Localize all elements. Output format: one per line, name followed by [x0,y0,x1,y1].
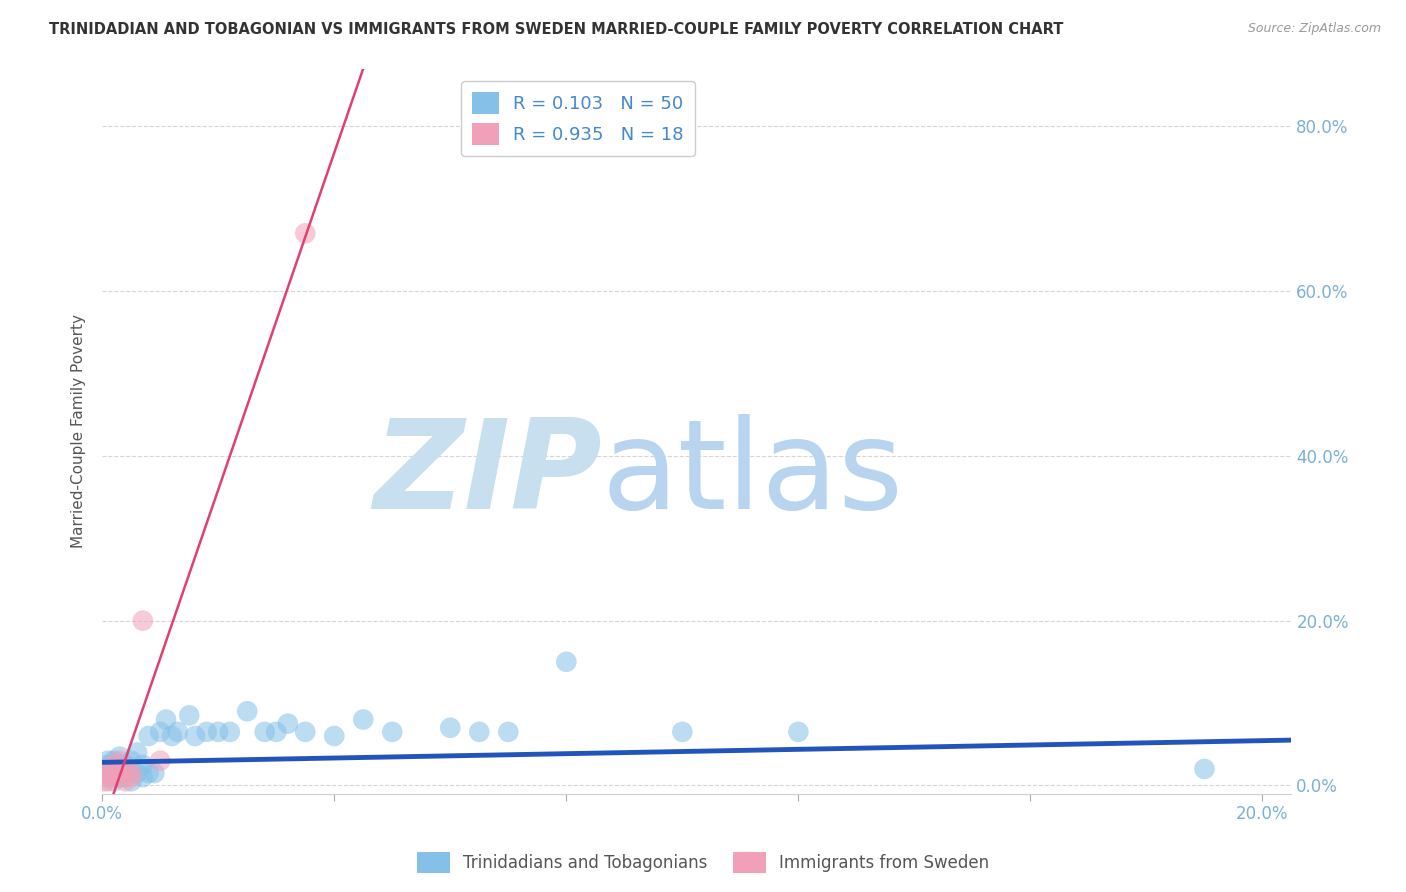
Point [155,713,177,727]
Point [381,724,404,739]
Point [114,766,136,780]
Point [114,770,136,784]
Point [120,770,142,784]
Point [103,770,125,784]
Point [97,762,120,776]
Point [179,708,201,723]
Text: TRINIDADIAN AND TOBAGONIAN VS IMMIGRANTS FROM SWEDEN MARRIED-COUPLE FAMILY POVER: TRINIDADIAN AND TOBAGONIAN VS IMMIGRANTS… [49,22,1063,37]
Point [132,757,155,772]
Point [160,729,183,743]
Point [114,762,136,776]
Point [555,655,578,669]
Point [184,729,207,743]
Point [97,766,120,780]
Point [103,754,125,768]
Point [138,729,160,743]
Point [97,757,120,772]
Point [264,724,287,739]
Point [195,724,218,739]
Point [120,774,142,789]
Point [671,724,693,739]
Point [143,766,166,780]
Point [138,766,160,780]
Point [498,724,520,739]
Point [120,754,142,768]
Point [97,774,120,789]
Point [236,704,259,718]
Point [132,614,155,628]
Point [103,770,125,784]
Point [103,766,125,780]
Point [103,762,125,776]
Point [125,746,148,760]
Point [114,757,136,772]
Legend: Trinidadians and Tobagonians, Immigrants from Sweden: Trinidadians and Tobagonians, Immigrants… [411,846,995,880]
Point [207,724,229,739]
Point [108,770,131,784]
Text: Source: ZipAtlas.com: Source: ZipAtlas.com [1247,22,1381,36]
Point [277,716,299,731]
Point [108,762,131,776]
Point [439,721,461,735]
Point [93,774,115,789]
Point [132,770,155,784]
Point [1194,762,1216,776]
Legend: R = 0.103   N = 50, R = 0.935   N = 18: R = 0.103 N = 50, R = 0.935 N = 18 [461,81,695,156]
Point [294,724,316,739]
Point [120,762,142,776]
Point [323,729,346,743]
Point [253,724,276,739]
Point [94,770,117,784]
Point [149,754,172,768]
Point [103,774,125,789]
Point [114,774,136,789]
Point [108,770,131,784]
Point [97,766,120,780]
Point [108,749,131,764]
Point [125,766,148,780]
Point [294,227,316,241]
Text: atlas: atlas [602,414,904,535]
Point [468,724,491,739]
Point [108,754,131,768]
Point [166,724,188,739]
Y-axis label: Married-Couple Family Poverty: Married-Couple Family Poverty [72,314,86,548]
Point [352,713,374,727]
Point [100,770,122,784]
Point [97,754,120,768]
Point [149,724,172,739]
Point [94,762,117,776]
Point [218,724,240,739]
Point [787,724,810,739]
Point [108,766,131,780]
Point [108,757,131,772]
Point [120,766,142,780]
Point [103,757,125,772]
Text: ZIP: ZIP [373,414,602,535]
